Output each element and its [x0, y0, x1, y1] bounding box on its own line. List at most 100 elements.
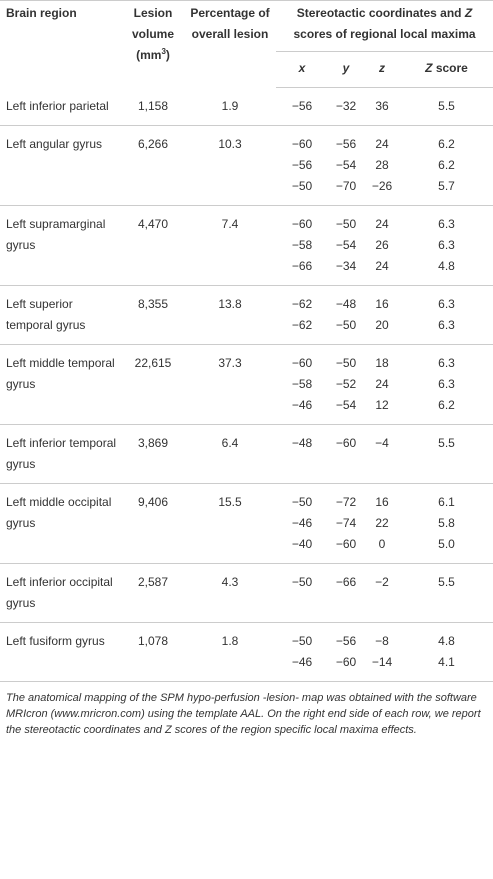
score-cell: 4.1 [400, 652, 493, 682]
percentage-cell: 37.3 [184, 344, 276, 425]
score-cell: 6.3 [438, 217, 455, 231]
table-row: −66 −34 24 4.8 [0, 256, 493, 286]
subheader-score: Z score [400, 51, 493, 88]
y-cell: −66 [328, 563, 364, 623]
header-text: ) [165, 48, 170, 62]
score-cell: 5.5 [400, 87, 493, 126]
score-cell: 6.3 [438, 356, 455, 370]
footnote: The anatomical mapping of the SPM hypo-p… [6, 692, 481, 736]
volume-cell: 22,615 [122, 344, 184, 425]
percentage-cell: 6.4 [184, 424, 276, 484]
table-row: Left inferior occipital gyrus 2,587 4.3 −50… [0, 563, 493, 623]
y-cell: −60 [328, 534, 364, 564]
header-text: Brain region [6, 6, 77, 20]
table-row: Left inferior temporal gyrus 3,869 6.4 −48−… [0, 424, 493, 484]
x-cell: −40 [276, 534, 328, 564]
percentage-cell: 7.4 [184, 205, 276, 286]
header-region: Brain region [0, 0, 122, 88]
y-cell: −50 [335, 356, 357, 370]
region-cell: Left inferior temporal gyrus [0, 424, 122, 484]
x-cell: −60 [291, 217, 313, 231]
region-cell: Left inferior parietal [0, 87, 122, 126]
score-cell: 5.5 [400, 424, 493, 484]
percentage-cell: 1.8 [184, 622, 276, 682]
region-cell: Left angular gyrus [0, 125, 122, 206]
region-cell: Left middle temporal gyrus [0, 344, 122, 425]
table-row: Left supramarginal gyrus 4,470 7.4 −60 −50 24… [0, 205, 493, 286]
z-cell: −8 [375, 634, 389, 648]
score-cell: 4.8 [400, 256, 493, 286]
region-cell: Left fusiform gyrus [0, 622, 122, 682]
table-row: −62 −50 20 6.3 [0, 315, 493, 345]
z-cell: 24 [375, 377, 389, 391]
x-cell: −62 [276, 315, 328, 345]
score-cell: 5.0 [400, 534, 493, 564]
table-row: −46 −60 −14 4.1 [0, 652, 493, 682]
y-cell: −52 [335, 377, 357, 391]
score-cell: 6.3 [438, 297, 455, 311]
y-cell: −60 [328, 652, 364, 682]
volume-cell: 9,406 [122, 483, 184, 564]
x-cell: −46 [276, 652, 328, 682]
subheader-z: z [364, 51, 400, 88]
header-text: Z [464, 6, 473, 20]
x-cell: −48 [276, 424, 328, 484]
region-cell: Left middle occipital gyrus [0, 483, 122, 564]
header-coords: Stereotactic coordinates and Z scores of… [276, 0, 493, 52]
table-row: −46 −54 12 6.2 [0, 395, 493, 425]
table-row: −46 −74 22 5.8 [0, 513, 493, 534]
y-cell: −56 [335, 634, 357, 648]
volume-cell: 6,266 [122, 125, 184, 206]
z-cell: 24 [375, 217, 389, 231]
y-cell: −70 [328, 176, 364, 206]
table-row: Left superior temporal gyrus 8,355 13.8 −62… [0, 285, 493, 345]
x-cell: −66 [276, 256, 328, 286]
z-cell: 18 [375, 356, 389, 370]
z-cell: 28 [375, 158, 389, 172]
table-row: Left inferior parietal 1,158 1.9 −56 −32 36 5.… [0, 87, 493, 126]
x-cell: −58 [291, 238, 313, 252]
x-cell: −50 [291, 634, 313, 648]
region-cell: Left inferior occipital gyrus [0, 563, 122, 623]
y-cell: −60 [328, 424, 364, 484]
z-cell: −4 [364, 424, 400, 484]
x-cell: −56 [276, 87, 328, 126]
score-cell: 5.5 [400, 563, 493, 623]
header-text: Lesion volume (mm [131, 6, 174, 62]
header-percentage: Percentage of overall lesion [184, 0, 276, 88]
score-cell: 6.3 [400, 315, 493, 345]
volume-cell: 2,587 [122, 563, 184, 623]
volume-cell: 3,869 [122, 424, 184, 484]
z-cell: 0 [364, 534, 400, 564]
y-cell: −50 [335, 217, 357, 231]
score-cell: 6.1 [438, 495, 455, 509]
score-cell: 6.3 [438, 238, 455, 252]
header-volume: Lesion volume (mm3) [122, 0, 184, 88]
y-cell: −54 [335, 238, 357, 252]
y-cell: −56 [335, 137, 357, 151]
y-cell: −54 [328, 395, 364, 425]
z-cell: 24 [375, 137, 389, 151]
y-cell: −50 [328, 315, 364, 345]
table-row: Left middle temporal gyrus 22,615 37.3 −60 −… [0, 344, 493, 425]
score-cell: 6.3 [438, 377, 455, 391]
z-cell: 26 [375, 238, 389, 252]
table-row: Left angular gyrus 6,266 10.3 −60 −56 24 6.2 [0, 125, 493, 206]
volume-cell: 4,470 [122, 205, 184, 286]
x-cell: −50 [276, 563, 328, 623]
z-cell: 36 [364, 87, 400, 126]
x-cell: −60 [291, 356, 313, 370]
volume-cell: 1,158 [122, 87, 184, 126]
x-cell: −50 [276, 176, 328, 206]
region-cell: Left superior temporal gyrus [0, 285, 122, 345]
region-cell: Left supramarginal gyrus [0, 205, 122, 286]
y-cell: −74 [335, 516, 357, 530]
z-cell: 16 [375, 495, 389, 509]
table-row: Left middle occipital gyrus 9,406 15.5 −50 −… [0, 483, 493, 564]
x-cell: −50 [291, 495, 313, 509]
table-row: −50 −70 −26 5.7 [0, 176, 493, 206]
lesion-table: Brain region Lesion volume (mm3) Percent… [0, 0, 493, 682]
z-cell: 16 [375, 297, 389, 311]
y-cell: −54 [335, 158, 357, 172]
